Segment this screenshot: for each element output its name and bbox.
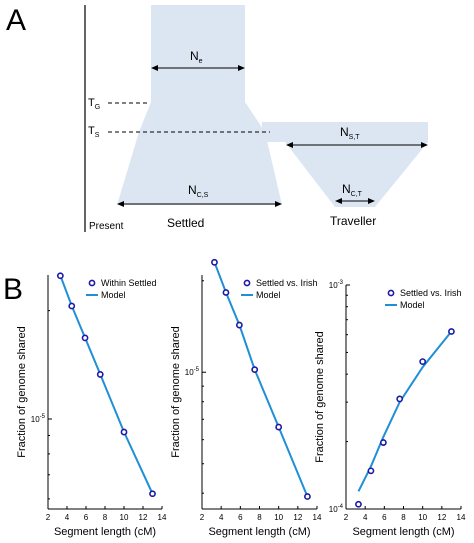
chart3-y-tick-label: 10-3 xyxy=(329,280,344,290)
traveller-population-shape xyxy=(285,142,428,207)
ts-label: TS xyxy=(88,125,100,139)
nst-arrow-left-head xyxy=(286,142,293,148)
chart1-data-point xyxy=(149,490,156,498)
chart2-data-point xyxy=(304,493,311,500)
chart2-x-tick-label: 4 xyxy=(219,513,224,522)
chart2-data-point xyxy=(211,258,218,266)
settled-label: Settled xyxy=(167,216,204,230)
chart3-data-point xyxy=(379,439,387,446)
chart2-legend-model-label: Model xyxy=(256,290,281,300)
settled-population-shape xyxy=(117,102,282,205)
chart1-y-tick-label: 10-5 xyxy=(31,414,46,424)
chart2-legend-points-label: Settled vs. Irish xyxy=(256,278,318,288)
ncs-arrow-left-head xyxy=(117,201,124,207)
chart3-x-axis-label: Segment length (cM) xyxy=(352,526,454,538)
chart3-model-line xyxy=(357,330,453,492)
ncs-label: NC,S xyxy=(188,183,209,199)
chart3-data-point xyxy=(396,395,404,403)
nct-arrow-left-head xyxy=(335,198,342,204)
traveller-label: Traveller xyxy=(330,214,376,228)
ancestral-population-shape xyxy=(151,5,245,102)
chart1-legend-point-marker xyxy=(88,279,96,287)
chart1-x-tick-label: 12 xyxy=(139,513,148,522)
chart3-data-point xyxy=(355,500,362,508)
chart1-x-tick-label: 2 xyxy=(46,513,51,522)
chart3-y-tick-label: 10-4 xyxy=(329,504,344,514)
chart1-x-tick-label: 4 xyxy=(65,513,70,522)
ne-arrow-right-head xyxy=(238,65,245,71)
chart2-model-line xyxy=(213,261,309,497)
chart1-model-line xyxy=(59,275,154,495)
charts-svg: 2 4 6 8 10 12 14 10-5 Segment length (cM) Fractio… xyxy=(16,258,466,538)
nct-arrow-right-head xyxy=(368,198,375,204)
chart3-x-tick-label: 2 xyxy=(344,513,349,522)
chart3-x-tick-label: 6 xyxy=(382,513,387,522)
chart3-x-tick-label: 12 xyxy=(437,513,446,522)
chart3-legend-points-label: Settled vs. Irish xyxy=(400,288,462,298)
chart1-legend-model-label: Model xyxy=(101,290,126,300)
chart1-data-point xyxy=(56,272,64,280)
chart3-x-tick-label: 14 xyxy=(457,513,466,522)
chart1-data-point xyxy=(68,302,76,310)
chart1-data-point xyxy=(81,334,89,342)
chart3-data-point xyxy=(367,467,375,475)
chart3-y-axis-label: Fraction of genome shared xyxy=(314,331,326,462)
chart1-x-tick-label: 10 xyxy=(120,513,129,522)
chart2-x-tick-label: 14 xyxy=(313,513,322,522)
chart1-x-axis-label: Segment length (cM) xyxy=(54,526,156,538)
chart2-x-tick-label: 12 xyxy=(293,513,302,522)
tg-label: TG xyxy=(88,97,100,111)
chart1-data-point xyxy=(120,428,128,436)
chart2-legend-point-marker xyxy=(243,279,251,287)
ncs-arrow-right-head xyxy=(275,201,282,207)
chart3-legend-model-label: Model xyxy=(400,300,425,310)
chart3-legend-point-marker xyxy=(387,289,395,297)
chart1-legend-points-label: Within Settled xyxy=(101,278,157,288)
present-label: Present xyxy=(89,221,124,232)
chart2-data-point xyxy=(251,366,259,374)
chart2-data-point xyxy=(275,423,283,431)
chart2-x-tick-label: 10 xyxy=(274,513,283,522)
panel-b-letter: B xyxy=(3,273,24,306)
chart2-y-axis-label: Fraction of genome shared xyxy=(170,326,182,457)
chart1-x-tick-label: 6 xyxy=(84,513,89,522)
chart2-data-point xyxy=(222,289,230,296)
chart2-y-tick-label: 10-5 xyxy=(185,367,200,377)
chart1-x-tick-label: 14 xyxy=(158,513,167,522)
nst-arrow-right-head xyxy=(421,142,428,148)
chart3-x-tick-label: 4 xyxy=(363,513,368,522)
chart3-x-tick-label: 10 xyxy=(418,513,427,522)
chart2-x-tick-label: 8 xyxy=(257,513,262,522)
nct-label: NC,T xyxy=(342,182,363,198)
panel-a: A Ne TG TS NS,T NC,S NC,T xyxy=(0,0,474,250)
chart3-data-point xyxy=(419,358,427,366)
panel-a-letter: A xyxy=(6,4,27,37)
panel-b: B 2 4 6 8 10 12 14 10-5 Segment length (cM) Fract… xyxy=(0,255,474,543)
ne-arrow-left-head xyxy=(151,65,158,71)
chart2-x-axis-label: Segment length (cM) xyxy=(208,526,310,538)
demography-diagram: Ne TG TS NS,T NC,S NC,T Present Settled … xyxy=(84,5,428,232)
chart2-data-point xyxy=(235,321,243,329)
nst-label: NS,T xyxy=(340,125,360,141)
ne-label: Ne xyxy=(190,49,203,65)
chart1-y-axis-label: Fraction of genome shared xyxy=(16,326,28,457)
chart3-x-tick-label: 8 xyxy=(401,513,406,522)
traveller-founding-shape xyxy=(262,122,428,142)
chart2-x-tick-label: 2 xyxy=(200,513,205,522)
chart1-data-point xyxy=(96,371,104,378)
chart1-x-tick-label: 8 xyxy=(103,513,108,522)
chart3-data-point xyxy=(448,328,455,335)
chart2-x-tick-label: 6 xyxy=(238,513,243,522)
